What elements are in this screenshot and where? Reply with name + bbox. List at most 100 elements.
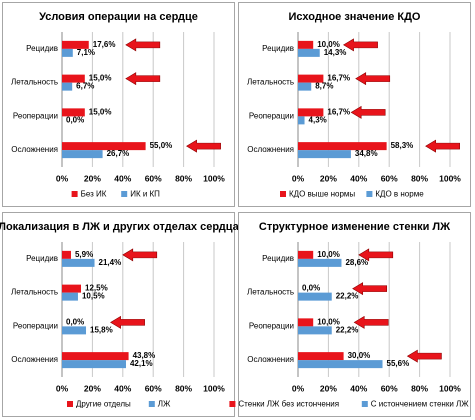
- x-tick-label: 60%: [381, 173, 398, 183]
- x-tick-label: 100%: [203, 383, 225, 393]
- x-tick-label: 0%: [292, 383, 305, 393]
- y-tick-label: Рецидив: [262, 44, 294, 53]
- chart-panel: Локализация в ЛЖ и других отделах сердца…: [0, 212, 240, 417]
- y-tick-label: Осложнения: [247, 145, 294, 154]
- bar: [62, 74, 85, 83]
- value-label: 42,1%: [130, 359, 153, 368]
- legend-label: С истончением стенки ЛЖ: [371, 400, 469, 409]
- bar: [62, 284, 81, 293]
- bar: [62, 258, 95, 267]
- arrow: [110, 315, 145, 329]
- y-tick-label: Осложнения: [11, 145, 58, 154]
- legend-swatch: [361, 401, 368, 407]
- x-tick-label: 0%: [56, 173, 69, 183]
- arrow: [406, 349, 442, 363]
- legend-label: КДО выше нормы: [289, 190, 355, 199]
- value-label: 12,5%: [85, 284, 108, 293]
- x-tick-label: 20%: [320, 173, 337, 183]
- arrow: [425, 139, 460, 153]
- chart-title: Структурное изменение стенки ЛЖ: [259, 221, 450, 233]
- legend-swatch: [67, 401, 73, 407]
- value-label: 22,2%: [336, 325, 359, 334]
- bar: [62, 142, 146, 151]
- chart-panel: Структурное изменение стенки ЛЖ 0% 20% 40% 6…: [229, 212, 471, 417]
- legend-label: ИК и КП: [130, 190, 160, 199]
- y-tick-label: Летальность: [11, 78, 58, 87]
- x-tick-label: 60%: [381, 383, 398, 393]
- panel-border: [238, 212, 471, 417]
- legend-swatch: [71, 191, 78, 197]
- bar: [298, 40, 314, 49]
- value-label: 4,3%: [309, 115, 327, 124]
- bar: [62, 108, 85, 117]
- y-tick-label: Осложнения: [247, 355, 294, 364]
- x-tick-label: 80%: [175, 173, 192, 183]
- bar: [62, 292, 78, 301]
- value-label: 7,1%: [77, 48, 95, 57]
- x-tick-label: 40%: [114, 173, 131, 183]
- x-tick-label: 20%: [84, 383, 101, 393]
- value-label: 16,7%: [327, 74, 350, 83]
- bar: [298, 250, 314, 259]
- bar: [298, 352, 344, 361]
- x-tick-label: 100%: [439, 173, 461, 183]
- bar: [62, 250, 71, 259]
- value-label: 5,9%: [75, 250, 93, 259]
- chart-title: Условия операции на сердце: [39, 11, 198, 23]
- bar: [62, 326, 87, 335]
- value-label: 10,5%: [82, 292, 105, 301]
- legend-swatch: [280, 191, 286, 197]
- value-label: 26,7%: [107, 149, 130, 158]
- y-tick-label: Летальность: [247, 78, 294, 87]
- bar: [298, 142, 387, 151]
- bar: [62, 150, 103, 159]
- legend-label: ЛЖ: [158, 400, 171, 409]
- chart-panel: Условия операции на сердце 0% 20% 40% 60% 80%…: [2, 2, 235, 207]
- y-tick-label: Реоперации: [13, 111, 58, 120]
- value-label: 55,6%: [387, 359, 410, 368]
- value-label: 21,4%: [99, 258, 122, 267]
- x-tick-label: 40%: [350, 383, 367, 393]
- bar: [62, 48, 73, 57]
- x-tick-label: 20%: [320, 383, 337, 393]
- legend-swatch: [121, 191, 128, 197]
- bar: [298, 318, 314, 327]
- x-tick-label: 80%: [175, 383, 192, 393]
- bar: [298, 48, 320, 57]
- x-tick-label: 100%: [203, 173, 225, 183]
- y-tick-label: Рецидив: [26, 254, 58, 263]
- value-label: 8,7%: [315, 82, 333, 91]
- y-tick-label: Летальность: [247, 288, 294, 297]
- bar: [298, 108, 324, 117]
- y-tick-label: Реоперации: [249, 111, 294, 120]
- bar: [62, 360, 126, 369]
- value-label: 16,7%: [327, 107, 350, 116]
- x-tick-label: 40%: [350, 173, 367, 183]
- value-label: 55,0%: [150, 141, 173, 150]
- value-label: 28,6%: [345, 258, 368, 267]
- x-tick-label: 0%: [56, 383, 69, 393]
- legend-label: КДО в норме: [375, 190, 424, 199]
- arrow: [350, 105, 386, 119]
- y-tick-label: Реоперации: [13, 321, 58, 330]
- panel-border: [2, 212, 235, 417]
- bar: [298, 82, 312, 91]
- legend-label: Другие отделы: [76, 400, 131, 409]
- x-tick-label: 80%: [411, 383, 428, 393]
- y-tick-label: Летальность: [11, 288, 58, 297]
- bar: [62, 40, 89, 49]
- value-label: 0,0%: [302, 284, 320, 293]
- bar: [298, 116, 305, 125]
- arrow: [122, 248, 158, 262]
- x-tick-label: 60%: [145, 173, 162, 183]
- arrow: [353, 315, 389, 329]
- value-label: 15,8%: [90, 325, 113, 334]
- value-label: 14,3%: [324, 48, 347, 57]
- value-label: 0,0%: [66, 317, 84, 326]
- value-label: 0,0%: [66, 115, 84, 124]
- bar: [298, 326, 332, 335]
- arrow: [186, 139, 221, 153]
- chart-panel: Исходное значение КДО 0% 20% 40% 60% 80% 100% Р…: [238, 2, 471, 207]
- arrow: [355, 72, 391, 86]
